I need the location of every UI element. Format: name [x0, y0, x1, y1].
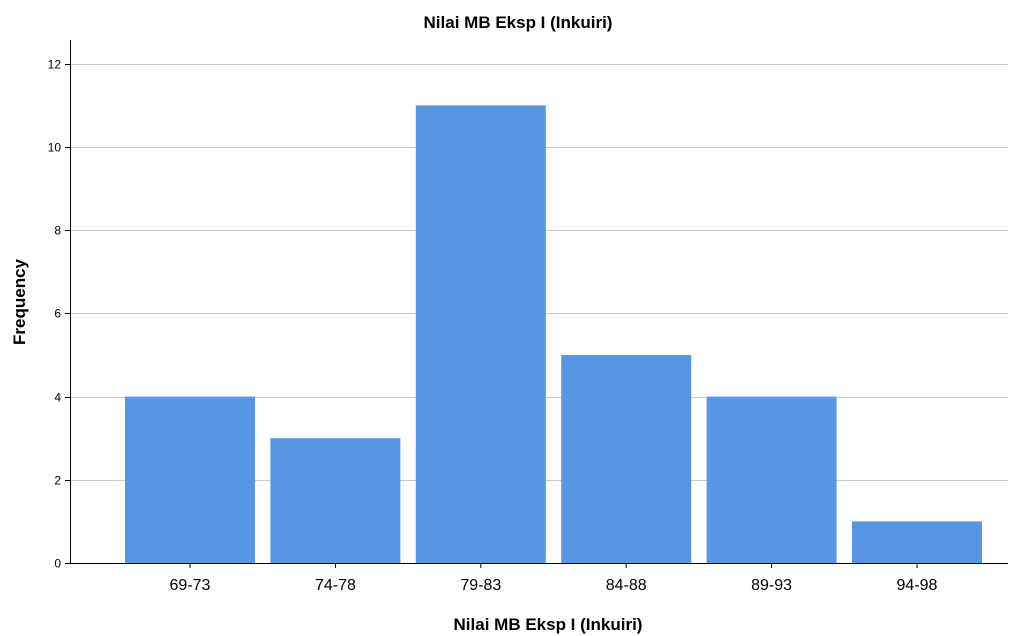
bar-69-73	[125, 396, 255, 563]
y-tick-label: 8	[54, 224, 61, 238]
y-tick-labels: 0 2 4 6 8 10 12	[48, 58, 62, 571]
x-axis-label: Nilai MB Eksp I (Inkuiri)	[454, 615, 643, 634]
axes	[65, 40, 1008, 568]
x-tick-label: 89-93	[751, 577, 792, 594]
y-tick-label: 6	[54, 307, 61, 321]
x-tick-label: 84-88	[606, 577, 647, 594]
x-tick-labels: 69-73 74-78 79-83 84-88 89-93 94-98	[170, 577, 938, 594]
chart-title: Nilai MB Eksp I (Inkuiri)	[424, 13, 613, 32]
bar-74-78	[270, 438, 401, 563]
bar-94-98	[852, 521, 982, 563]
y-tick-label: 12	[48, 58, 62, 72]
y-axis-label: Frequency	[10, 258, 29, 345]
x-tick-label: 79-83	[460, 577, 501, 594]
x-tick-label: 94-98	[897, 577, 938, 594]
bar-89-93	[706, 396, 837, 563]
bar-79-83	[415, 105, 546, 564]
y-tick-label: 4	[54, 391, 61, 405]
x-tick-label: 69-73	[170, 577, 211, 594]
y-tick-label: 10	[48, 141, 62, 155]
x-tick-label: 74-78	[315, 577, 356, 594]
y-tick-label: 2	[54, 474, 61, 488]
y-tick-label: 0	[54, 557, 61, 571]
bars	[125, 105, 982, 564]
bar-84-88	[561, 355, 692, 563]
